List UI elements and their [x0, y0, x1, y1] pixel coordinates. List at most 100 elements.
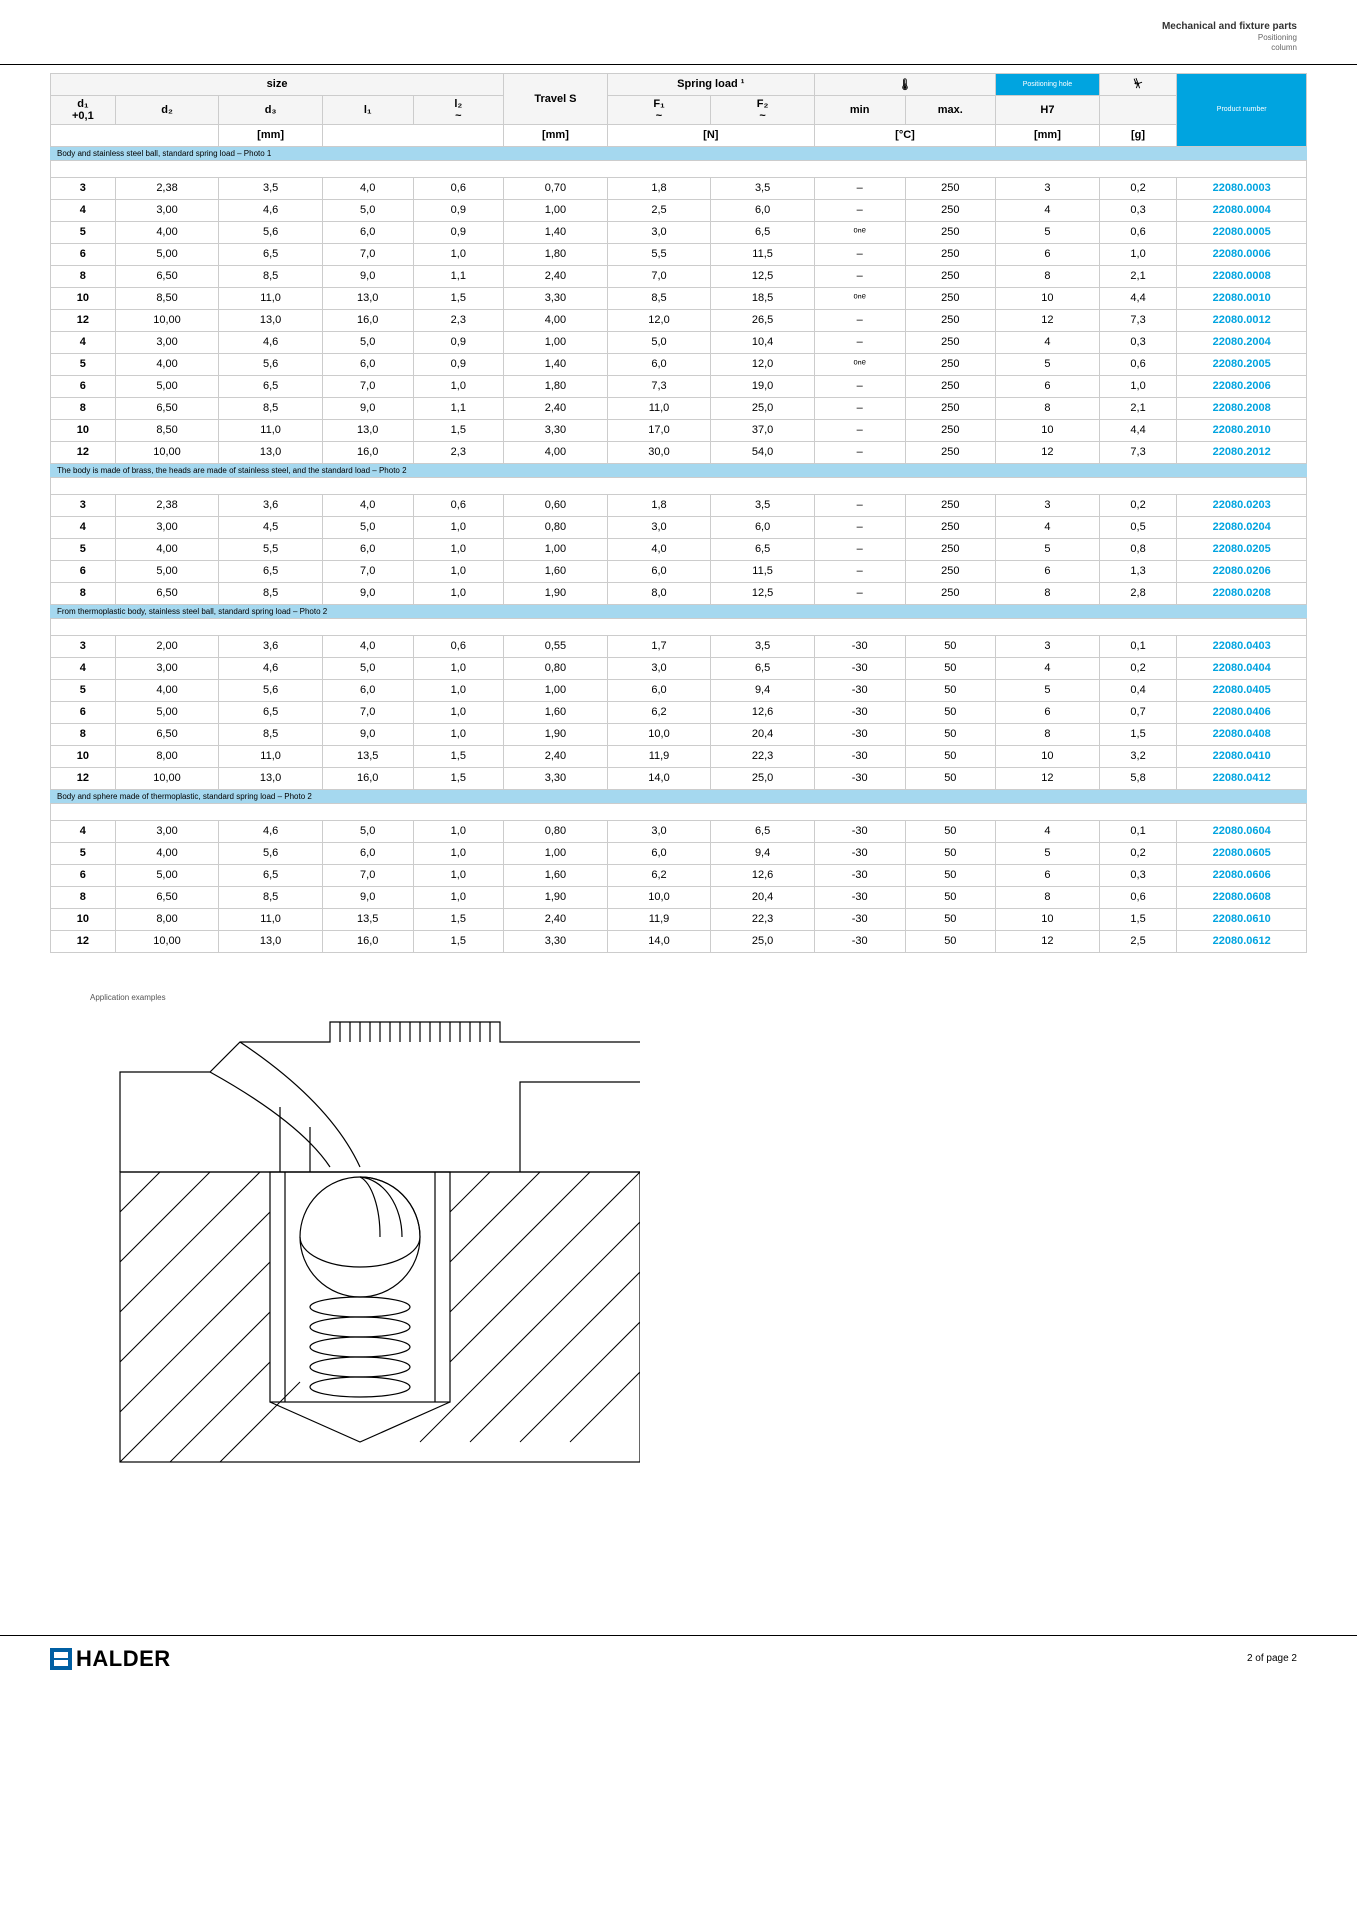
section-header: Body and sphere made of thermoplastic, s… — [51, 789, 1307, 803]
product-number-link[interactable]: 22080.0004 — [1177, 199, 1307, 221]
product-number-link[interactable]: 22080.0206 — [1177, 560, 1307, 582]
table-row: 108,0011,013,51,52,4011,922,3-3050103,22… — [51, 745, 1307, 767]
table-row: 86,508,59,01,01,908,012,5–25082,822080.0… — [51, 582, 1307, 604]
product-number-link[interactable]: 22080.0204 — [1177, 516, 1307, 538]
table-row: 43,004,65,00,91,005,010,4–25040,322080.2… — [51, 331, 1307, 353]
table-row: 108,0011,013,51,52,4011,922,3-3050101,52… — [51, 908, 1307, 930]
cell-d1: 5 — [51, 679, 116, 701]
table-row: 43,004,55,01,00,803,06,0–25040,522080.02… — [51, 516, 1307, 538]
cell-d1: 4 — [51, 516, 116, 538]
unit-mm-2: [mm] — [504, 124, 608, 146]
table-row: 65,006,57,01,01,606,212,6-305060,322080.… — [51, 864, 1307, 886]
col-max: max. — [905, 95, 996, 124]
product-number-link[interactable]: 22080.0208 — [1177, 582, 1307, 604]
table-row: 65,006,57,01,01,805,511,5–25061,022080.0… — [51, 243, 1307, 265]
page-footer: HALDER 2 of page 2 — [0, 1635, 1357, 1692]
table-row: 1210,0013,016,01,53,3014,025,0-3050125,8… — [51, 767, 1307, 789]
col-d1: d₁+0,1 — [51, 95, 116, 124]
diagram-svg — [80, 1012, 640, 1492]
brand-icon — [50, 1648, 72, 1670]
table-row: 54,005,66,00,91,403,06,5ᵒⁿᵉ25050,622080.… — [51, 221, 1307, 243]
col-f1: F₁~ — [607, 95, 711, 124]
cell-d1: 10 — [51, 419, 116, 441]
product-number-link[interactable]: 22080.0608 — [1177, 886, 1307, 908]
product-number-link[interactable]: 22080.0610 — [1177, 908, 1307, 930]
cell-d1: 5 — [51, 842, 116, 864]
product-number-link[interactable]: 22080.0403 — [1177, 635, 1307, 657]
col-min: min — [814, 95, 905, 124]
cell-d1: 10 — [51, 908, 116, 930]
product-number-link[interactable]: 22080.2012 — [1177, 441, 1307, 463]
cell-d1: 4 — [51, 820, 116, 842]
cell-d1: 6 — [51, 701, 116, 723]
header-line3: column — [0, 43, 1297, 53]
cell-d1: 5 — [51, 538, 116, 560]
unit-mm-3: [mm] — [996, 124, 1100, 146]
brand-logo: HALDER — [50, 1646, 171, 1672]
cell-d1: 8 — [51, 397, 116, 419]
cell-d1: 4 — [51, 199, 116, 221]
product-number-link[interactable]: 22080.0405 — [1177, 679, 1307, 701]
table-row: 86,508,59,01,01,9010,020,4-305080,622080… — [51, 886, 1307, 908]
col-weight-blank — [1099, 95, 1177, 124]
header-line1: Mechanical and fixture parts — [0, 20, 1297, 33]
product-number-link[interactable]: 22080.0410 — [1177, 745, 1307, 767]
cell-d1: 5 — [51, 221, 116, 243]
product-number-link[interactable]: 22080.0005 — [1177, 221, 1307, 243]
product-number-link[interactable]: 22080.0604 — [1177, 820, 1307, 842]
product-number-link[interactable]: 22080.0006 — [1177, 243, 1307, 265]
table-row: 86,508,59,01,01,9010,020,4-305081,522080… — [51, 723, 1307, 745]
product-number-link[interactable]: 22080.0612 — [1177, 930, 1307, 952]
table-row: 54,005,56,01,01,004,06,5–25050,822080.02… — [51, 538, 1307, 560]
table-row: 43,004,65,01,00,803,06,5-305040,122080.0… — [51, 820, 1307, 842]
product-number-link[interactable]: 22080.0408 — [1177, 723, 1307, 745]
cell-d1: 10 — [51, 287, 116, 309]
product-number-link[interactable]: 22080.0203 — [1177, 494, 1307, 516]
product-number-link[interactable]: 22080.2006 — [1177, 375, 1307, 397]
col-travel: Travel S — [504, 73, 608, 124]
table-row: 86,508,59,01,12,407,012,5–25082,122080.0… — [51, 265, 1307, 287]
product-number-link[interactable]: 22080.0205 — [1177, 538, 1307, 560]
table-row: 108,5011,013,01,53,3017,037,0–250104,422… — [51, 419, 1307, 441]
product-number-link[interactable]: 22080.2008 — [1177, 397, 1307, 419]
product-number-link[interactable]: 22080.0412 — [1177, 767, 1307, 789]
table-row: 65,006,57,01,01,606,011,5–25061,322080.0… — [51, 560, 1307, 582]
technical-diagram — [80, 1012, 1307, 1495]
table-row: 54,005,66,00,91,406,012,0ᵒⁿᵉ25050,622080… — [51, 353, 1307, 375]
product-number-link[interactable]: 22080.0010 — [1177, 287, 1307, 309]
product-number-link[interactable]: 22080.2010 — [1177, 419, 1307, 441]
product-number-link[interactable]: 22080.0406 — [1177, 701, 1307, 723]
table-row: 65,006,57,01,01,807,319,0–25061,022080.2… — [51, 375, 1307, 397]
product-number-link[interactable]: 22080.0008 — [1177, 265, 1307, 287]
unit-mm-1: [mm] — [219, 124, 323, 146]
table-row: 43,004,65,00,91,002,56,0–25040,322080.00… — [51, 199, 1307, 221]
col-size: size — [51, 73, 504, 95]
cell-d1: 8 — [51, 265, 116, 287]
table-row: 54,005,66,01,01,006,09,4-305050,422080.0… — [51, 679, 1307, 701]
cell-d1: 8 — [51, 723, 116, 745]
cell-d1: 8 — [51, 582, 116, 604]
product-number-link[interactable]: 22080.0012 — [1177, 309, 1307, 331]
cell-d1: 6 — [51, 375, 116, 397]
unit-c: [°C] — [814, 124, 995, 146]
cell-d1: 8 — [51, 886, 116, 908]
cell-d1: 3 — [51, 177, 116, 199]
col-product: Product number — [1177, 73, 1307, 146]
table-row: 1210,0013,016,02,34,0012,026,5–250127,32… — [51, 309, 1307, 331]
product-number-link[interactable]: 22080.2005 — [1177, 353, 1307, 375]
product-number-link[interactable]: 22080.0003 — [1177, 177, 1307, 199]
cell-d1: 4 — [51, 331, 116, 353]
header-line2: Positioning — [0, 33, 1297, 43]
col-weight-icon: ⏧ — [1099, 73, 1177, 95]
product-number-link[interactable]: 22080.0404 — [1177, 657, 1307, 679]
cell-d1: 6 — [51, 864, 116, 886]
product-number-link[interactable]: 22080.2004 — [1177, 331, 1307, 353]
table-row: 32,383,54,00,60,701,83,5–25030,222080.00… — [51, 177, 1307, 199]
col-d2: d₂ — [115, 95, 219, 124]
spec-table: size Travel S Spring load ¹ 🌡 Positionin… — [50, 73, 1307, 953]
product-number-link[interactable]: 22080.0605 — [1177, 842, 1307, 864]
cell-d1: 3 — [51, 494, 116, 516]
product-number-link[interactable]: 22080.0606 — [1177, 864, 1307, 886]
cell-d1: 5 — [51, 353, 116, 375]
col-l1: l₁ — [322, 95, 413, 124]
